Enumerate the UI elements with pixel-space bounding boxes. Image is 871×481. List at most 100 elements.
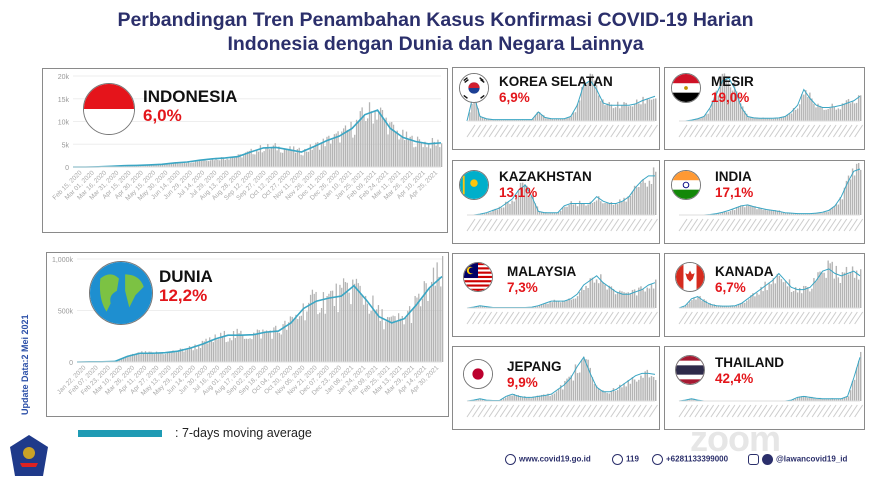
daily-bar	[784, 281, 787, 308]
daily-bar	[220, 157, 223, 167]
daily-bar	[188, 346, 191, 362]
daily-bar	[337, 312, 339, 362]
x-tick-label	[816, 218, 826, 232]
x-tick-label	[742, 404, 752, 418]
daily-bar	[740, 303, 742, 308]
daily-bar	[475, 306, 477, 308]
daily-bar	[788, 212, 791, 215]
daily-bar	[441, 143, 443, 167]
daily-bar	[540, 212, 543, 215]
x-tick-label	[466, 311, 476, 325]
daily-bar	[400, 137, 402, 167]
daily-bar	[564, 301, 566, 308]
daily-bar	[404, 140, 406, 167]
x-tick-label	[763, 218, 773, 232]
daily-bar	[311, 149, 313, 167]
daily-bar	[602, 282, 604, 308]
x-tick-label	[683, 218, 693, 232]
chart-card-kazakhstan: KAZAKHSTAN 13,1%	[452, 160, 660, 244]
daily-bar	[742, 205, 744, 215]
daily-bar	[827, 211, 829, 215]
x-tick-label	[779, 404, 789, 418]
daily-bar	[236, 328, 238, 362]
daily-bar	[263, 151, 265, 167]
daily-bar	[815, 281, 817, 308]
daily-bar	[581, 203, 583, 215]
daily-bar	[593, 201, 596, 215]
daily-bar	[744, 302, 746, 308]
daily-bar	[778, 275, 781, 308]
x-tick-label	[731, 218, 741, 232]
daily-bar	[418, 139, 421, 167]
x-tick-label	[488, 218, 498, 232]
daily-bar	[762, 291, 764, 308]
x-tick-label	[689, 124, 699, 138]
daily-bar	[843, 272, 846, 308]
daily-bar	[228, 159, 230, 167]
daily-bar	[635, 295, 638, 308]
daily-bar	[695, 299, 697, 308]
daily-bar	[306, 151, 308, 167]
x-tick-label	[560, 124, 570, 138]
daily-bar	[737, 93, 740, 121]
daily-bar	[547, 118, 549, 121]
growth-percentage: 9,9%	[507, 374, 538, 390]
daily-bar	[733, 81, 736, 121]
daily-bar	[860, 169, 862, 215]
daily-bar	[389, 122, 391, 167]
daily-bar	[703, 299, 705, 308]
x-tick-label	[566, 124, 575, 138]
daily-bar	[163, 164, 165, 167]
daily-bar	[154, 354, 156, 362]
country-name: DUNIA	[159, 267, 213, 286]
daily-bar	[809, 213, 811, 215]
daily-bar	[606, 392, 608, 401]
x-tick-label	[472, 218, 481, 232]
x-tick-label	[753, 218, 762, 232]
daily-bar	[479, 115, 482, 121]
x-tick-label	[505, 124, 515, 138]
country-name: KOREA SELATAN	[499, 74, 613, 89]
egypt-flag	[671, 73, 701, 103]
x-tick-label	[822, 404, 832, 418]
daily-bar	[827, 260, 829, 308]
daily-bar	[602, 203, 604, 215]
daily-bar	[780, 212, 783, 215]
zoom-watermark: zoom	[690, 418, 781, 459]
daily-bar	[217, 159, 219, 167]
daily-bar	[811, 213, 813, 215]
daily-bar	[265, 330, 268, 362]
daily-bar	[719, 85, 722, 121]
daily-bar	[399, 318, 402, 362]
daily-bar	[350, 121, 352, 167]
x-tick-label	[543, 124, 553, 138]
x-tick-label	[615, 218, 625, 232]
daily-bar	[298, 316, 301, 362]
daily-bar	[492, 119, 494, 121]
daily-bar	[629, 293, 632, 308]
daily-bar	[287, 322, 290, 362]
daily-bar	[655, 171, 657, 215]
daily-bar	[587, 359, 589, 401]
footer-website[interactable]: www.covid19.go.id	[505, 454, 591, 465]
x-tick-label	[621, 218, 631, 232]
daily-bar	[762, 117, 764, 121]
daily-bar	[540, 394, 543, 401]
x-tick-label	[494, 218, 504, 232]
daily-bar	[424, 141, 426, 167]
daily-bar	[423, 281, 425, 362]
x-tick-label	[543, 218, 553, 232]
daily-bar	[640, 286, 642, 308]
daily-bar	[515, 395, 518, 401]
daily-bar	[282, 324, 284, 362]
daily-bar	[364, 295, 367, 362]
x-tick-label	[683, 124, 693, 138]
x-tick-label	[555, 311, 564, 325]
y-tick-label: 15k	[58, 97, 70, 104]
daily-bar	[419, 306, 422, 362]
daily-bar	[209, 337, 211, 362]
x-tick-label	[483, 311, 493, 325]
daily-bar	[304, 148, 306, 167]
daily-bar	[742, 302, 744, 308]
daily-bar	[760, 118, 762, 121]
